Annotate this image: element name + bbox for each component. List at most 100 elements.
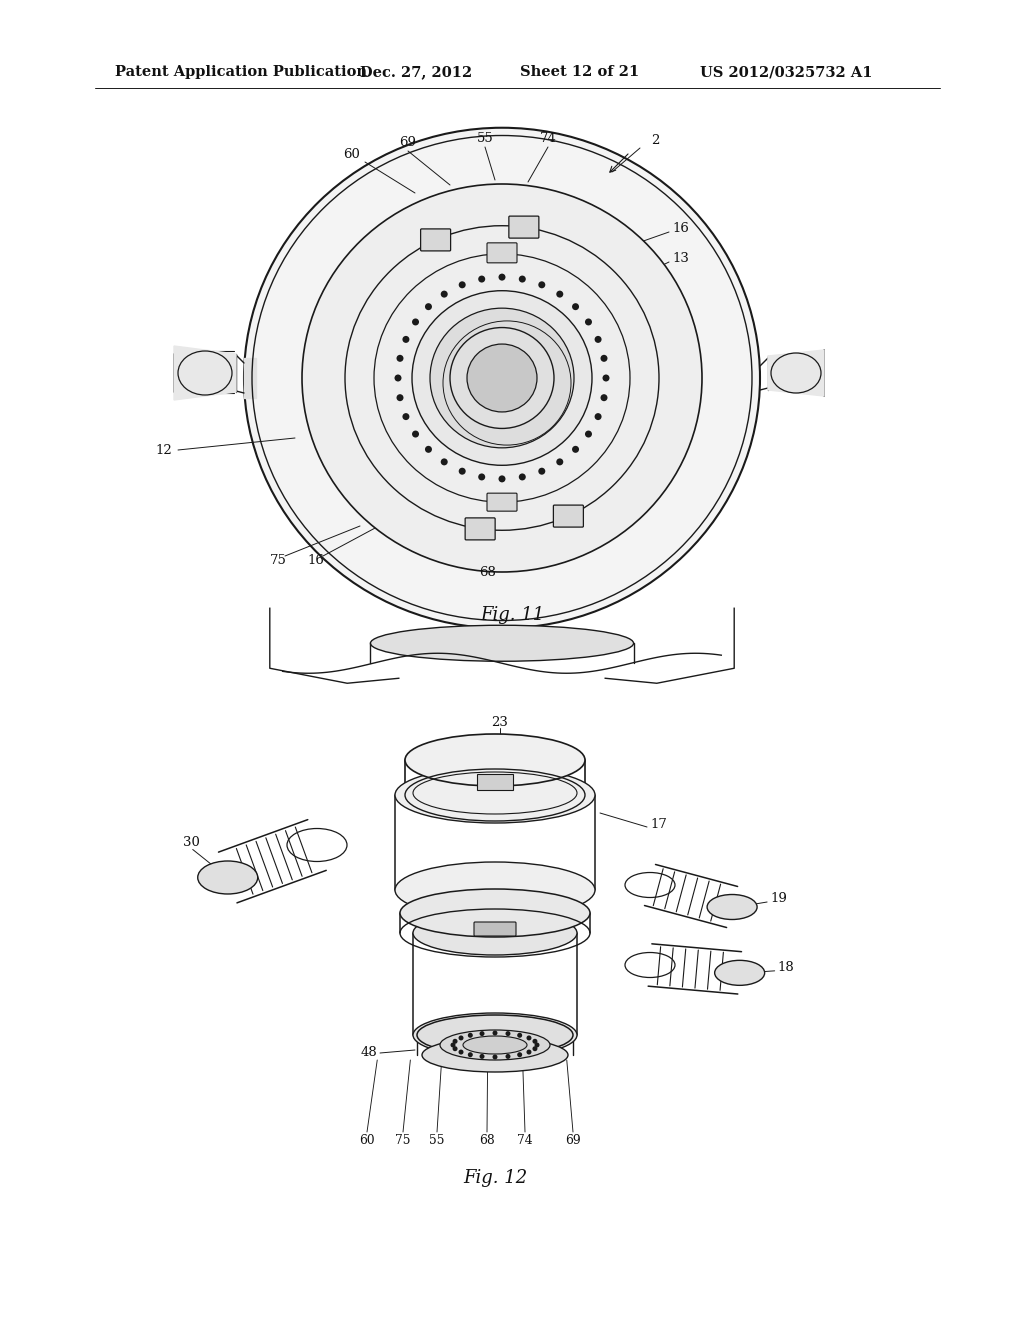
Circle shape <box>600 395 607 401</box>
FancyBboxPatch shape <box>465 517 496 540</box>
FancyBboxPatch shape <box>487 494 517 511</box>
FancyBboxPatch shape <box>553 506 584 527</box>
Circle shape <box>526 1049 531 1055</box>
Circle shape <box>600 355 607 362</box>
Circle shape <box>396 355 403 362</box>
Circle shape <box>585 318 592 326</box>
Ellipse shape <box>450 327 554 429</box>
Circle shape <box>532 1047 538 1051</box>
Text: 48: 48 <box>360 1047 377 1060</box>
Circle shape <box>572 304 579 310</box>
Circle shape <box>506 1053 511 1059</box>
Circle shape <box>499 475 506 482</box>
Circle shape <box>532 1039 538 1044</box>
Ellipse shape <box>463 1036 527 1053</box>
Circle shape <box>517 1032 522 1038</box>
Circle shape <box>556 458 563 466</box>
Circle shape <box>425 446 432 453</box>
Ellipse shape <box>395 862 595 917</box>
Text: Fig. 11: Fig. 11 <box>480 606 544 624</box>
Ellipse shape <box>467 345 537 412</box>
Ellipse shape <box>440 1030 550 1060</box>
Text: Fig. 12: Fig. 12 <box>463 1170 527 1187</box>
Circle shape <box>506 1031 511 1036</box>
Circle shape <box>526 1035 531 1040</box>
Circle shape <box>402 413 410 420</box>
Text: 55: 55 <box>476 132 494 144</box>
Text: 68: 68 <box>479 565 497 578</box>
Circle shape <box>459 467 466 475</box>
Polygon shape <box>768 350 824 396</box>
Circle shape <box>440 458 447 466</box>
Circle shape <box>453 1047 458 1051</box>
Circle shape <box>440 290 447 297</box>
Circle shape <box>412 318 419 326</box>
Text: 60: 60 <box>344 149 360 161</box>
Circle shape <box>539 281 546 288</box>
Text: 55: 55 <box>429 1134 444 1147</box>
Circle shape <box>478 276 485 282</box>
FancyBboxPatch shape <box>487 243 517 263</box>
Circle shape <box>453 1039 458 1044</box>
Ellipse shape <box>412 290 592 465</box>
Text: 69: 69 <box>399 136 417 149</box>
Text: 19: 19 <box>770 892 787 906</box>
Circle shape <box>519 276 525 282</box>
Ellipse shape <box>244 128 760 628</box>
Circle shape <box>539 467 546 475</box>
Ellipse shape <box>413 911 577 954</box>
Circle shape <box>459 281 466 288</box>
Circle shape <box>535 1043 540 1048</box>
FancyBboxPatch shape <box>509 216 539 238</box>
Circle shape <box>425 304 432 310</box>
Circle shape <box>499 273 506 281</box>
Ellipse shape <box>422 1038 568 1072</box>
FancyBboxPatch shape <box>421 228 451 251</box>
Circle shape <box>479 1031 484 1036</box>
Text: Dec. 27, 2012: Dec. 27, 2012 <box>360 65 472 79</box>
Circle shape <box>517 1052 522 1057</box>
Text: 13: 13 <box>672 252 689 264</box>
Circle shape <box>479 1053 484 1059</box>
Ellipse shape <box>302 183 702 572</box>
Text: 75: 75 <box>269 553 287 566</box>
Ellipse shape <box>715 961 765 985</box>
Text: 68: 68 <box>479 1134 495 1147</box>
Text: 74: 74 <box>517 1134 532 1147</box>
Text: 16: 16 <box>672 222 689 235</box>
Ellipse shape <box>417 1015 573 1055</box>
Circle shape <box>556 290 563 297</box>
Circle shape <box>459 1049 464 1055</box>
Circle shape <box>595 335 601 343</box>
Ellipse shape <box>413 1012 577 1057</box>
Circle shape <box>602 375 609 381</box>
Circle shape <box>595 413 601 420</box>
Text: 2: 2 <box>651 133 659 147</box>
Ellipse shape <box>400 888 590 937</box>
Circle shape <box>451 1043 456 1048</box>
Ellipse shape <box>708 895 757 920</box>
Text: 60: 60 <box>359 1134 375 1147</box>
Circle shape <box>585 430 592 437</box>
Text: 16: 16 <box>307 553 325 566</box>
Text: 12: 12 <box>156 444 172 457</box>
Circle shape <box>493 1055 498 1060</box>
Text: 30: 30 <box>182 836 200 849</box>
Ellipse shape <box>430 308 574 447</box>
Circle shape <box>394 375 401 381</box>
Ellipse shape <box>406 734 585 785</box>
Circle shape <box>468 1032 473 1038</box>
Polygon shape <box>174 346 236 400</box>
Circle shape <box>468 1052 473 1057</box>
Circle shape <box>519 474 525 480</box>
Circle shape <box>402 335 410 343</box>
Text: Sheet 12 of 21: Sheet 12 of 21 <box>520 65 639 79</box>
FancyBboxPatch shape <box>474 921 516 936</box>
Ellipse shape <box>198 861 258 894</box>
Polygon shape <box>244 358 256 399</box>
Text: US 2012/0325732 A1: US 2012/0325732 A1 <box>700 65 872 79</box>
Text: 69: 69 <box>565 1134 581 1147</box>
Ellipse shape <box>371 626 634 661</box>
Circle shape <box>396 395 403 401</box>
Text: 23: 23 <box>492 715 509 729</box>
